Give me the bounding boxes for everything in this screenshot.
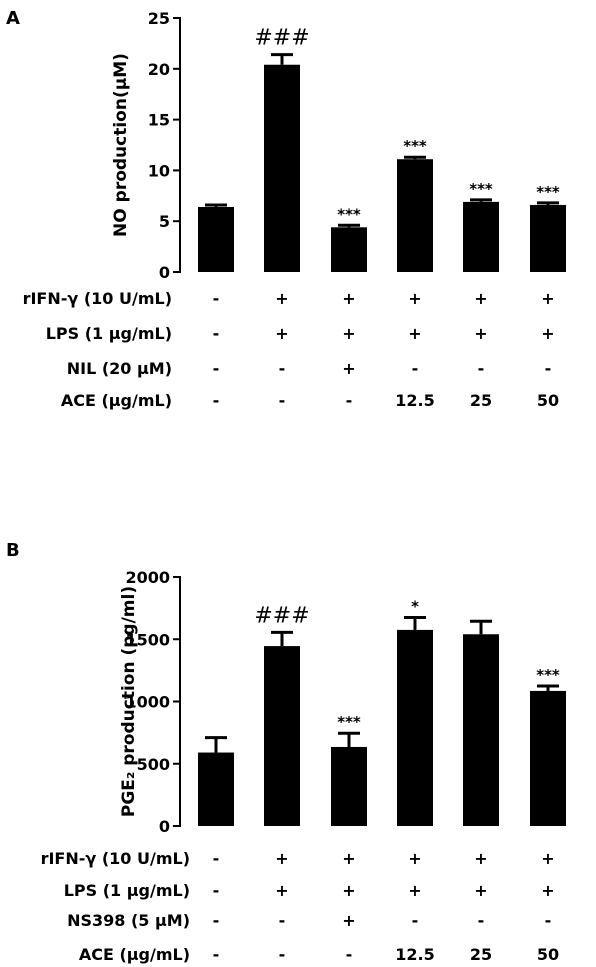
significance-label: * (411, 597, 419, 615)
bar (397, 159, 433, 272)
bar (463, 201, 499, 272)
y-tick-label: 15 (148, 111, 170, 130)
condition-value: - (213, 945, 220, 964)
condition-label: NIL (20 μM) (67, 359, 172, 378)
condition-value: - (213, 881, 220, 900)
condition-value: + (408, 881, 421, 900)
condition-value: + (474, 324, 487, 343)
condition-value: - (478, 911, 485, 930)
condition-value: + (342, 324, 355, 343)
condition-value: 25 (470, 945, 492, 964)
y-tick-label: 20 (148, 60, 170, 79)
y-tick-label: 500 (137, 755, 170, 774)
condition-value: - (213, 911, 220, 930)
condition-value: + (275, 849, 288, 868)
panel-label: B (6, 540, 20, 561)
condition-value: + (541, 881, 554, 900)
condition-value: 50 (537, 945, 559, 964)
bar (264, 64, 300, 273)
y-tick-label: 1000 (125, 693, 170, 712)
condition-value: + (541, 324, 554, 343)
condition-label: LPS (1 μg/mL) (64, 881, 190, 900)
condition-value: + (342, 881, 355, 900)
condition-value: - (346, 945, 353, 964)
condition-value: + (275, 324, 288, 343)
bar (198, 206, 234, 272)
chart-panel-a: A 0 5 10 15 20 25 NO production(μM) ### *** *** ***… (6, 8, 566, 410)
bar (397, 629, 433, 826)
condition-value: + (408, 289, 421, 308)
significance-label: *** (536, 183, 560, 201)
condition-value: - (545, 359, 552, 378)
bar (331, 746, 367, 826)
condition-value: - (279, 359, 286, 378)
condition-label: ACE (μg/mL) (61, 391, 172, 410)
bar (530, 204, 566, 272)
condition-label: NS398 (5 μM) (67, 911, 190, 930)
y-tick-label: 1500 (125, 630, 170, 649)
condition-value: + (342, 289, 355, 308)
condition-label: LPS (1 μg/mL) (46, 324, 172, 343)
y-tick-label: 5 (159, 212, 170, 231)
condition-value: 25 (470, 391, 492, 410)
bar (530, 690, 566, 826)
condition-value: - (478, 359, 485, 378)
significance-label: ### (254, 26, 309, 51)
condition-value: - (545, 911, 552, 930)
y-tick-label: 25 (148, 9, 170, 28)
significance-label: *** (403, 137, 427, 155)
y-tick-label: 10 (148, 161, 170, 180)
condition-value: + (474, 849, 487, 868)
bar (264, 646, 300, 826)
condition-value: - (279, 911, 286, 930)
condition-value: + (408, 849, 421, 868)
panel-label: A (6, 8, 20, 29)
condition-value: - (213, 849, 220, 868)
condition-value: - (213, 289, 220, 308)
condition-label: rIFN-γ (10 U/mL) (41, 849, 190, 868)
condition-value: + (275, 289, 288, 308)
bar (331, 227, 367, 272)
condition-value: + (408, 324, 421, 343)
y-tick-label: 2000 (125, 568, 170, 587)
y-axis-label: NO production(μM) (111, 53, 131, 237)
bar (463, 634, 499, 826)
y-tick-label: 0 (159, 263, 170, 282)
y-axis-label: PGE₂ production (pg/ml) (119, 586, 139, 817)
condition-value: 12.5 (395, 945, 434, 964)
significance-label: *** (337, 713, 361, 731)
condition-value: + (474, 289, 487, 308)
condition-value: + (474, 881, 487, 900)
condition-value: + (275, 881, 288, 900)
condition-value: - (279, 945, 286, 964)
condition-value: - (213, 391, 220, 410)
condition-value: - (412, 359, 419, 378)
bar (198, 752, 234, 826)
condition-value: + (342, 911, 355, 930)
condition-value: + (342, 849, 355, 868)
condition-label: rIFN-γ (10 U/mL) (23, 289, 172, 308)
condition-value: 12.5 (395, 391, 434, 410)
condition-value: + (342, 359, 355, 378)
condition-value: - (412, 911, 419, 930)
condition-value: - (213, 359, 220, 378)
significance-label: ### (254, 603, 309, 628)
condition-value: + (541, 849, 554, 868)
condition-label: ACE (μg/mL) (79, 945, 190, 964)
condition-value: - (279, 391, 286, 410)
significance-label: *** (469, 180, 493, 198)
y-tick-label: 0 (159, 817, 170, 836)
condition-value: 50 (537, 391, 559, 410)
significance-label: *** (536, 666, 560, 684)
condition-value: + (541, 289, 554, 308)
significance-label: *** (337, 205, 361, 223)
condition-value: - (213, 324, 220, 343)
condition-value: - (346, 391, 353, 410)
